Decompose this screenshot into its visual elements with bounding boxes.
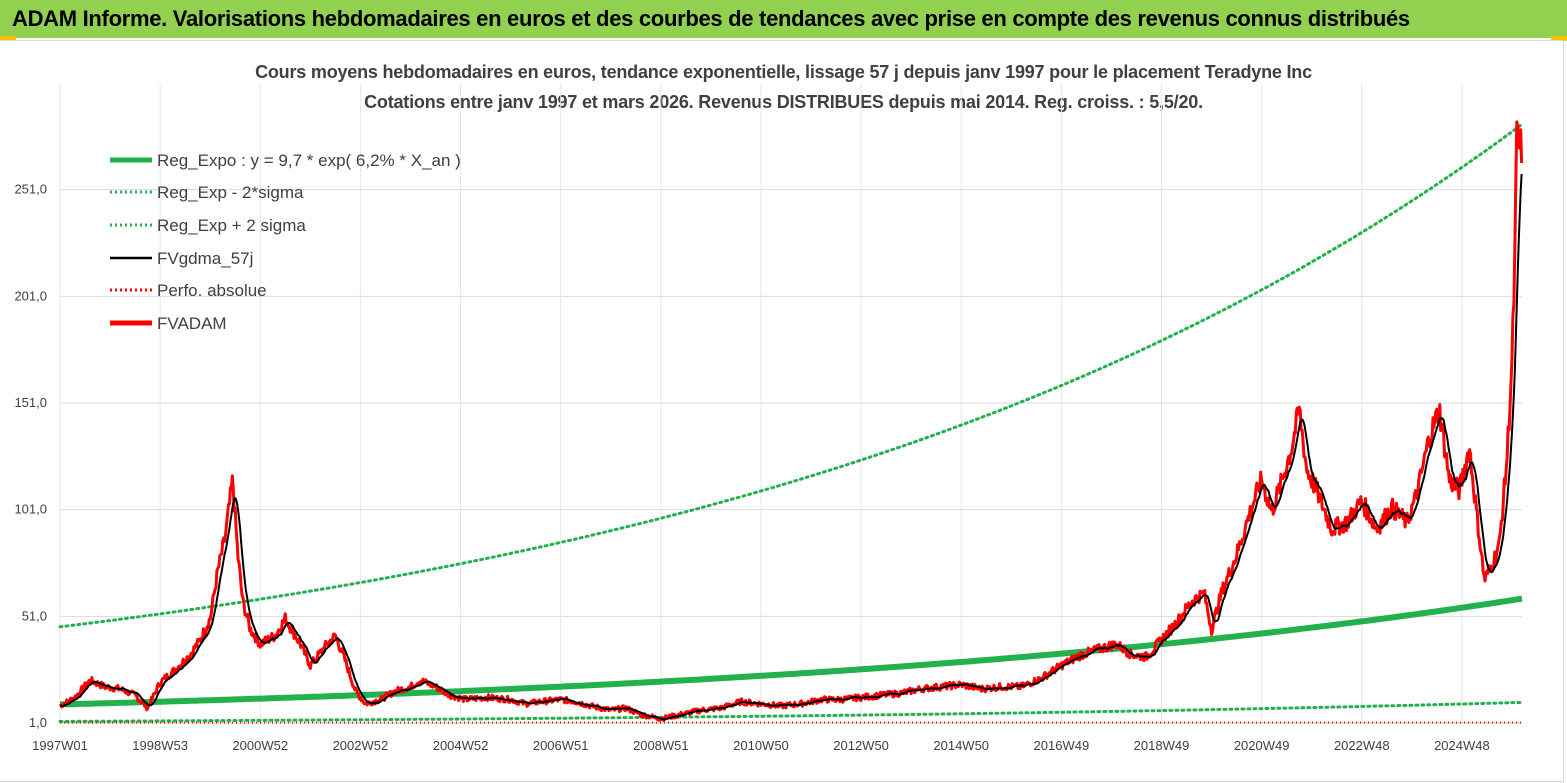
legend-label: Reg_Exp - 2*sigma	[157, 183, 304, 202]
series-reg-expo	[59, 595, 1523, 708]
accent-left	[0, 36, 16, 41]
series-reg-exp-plus-2sigma	[58, 122, 1524, 629]
y-tick-label: 1,0	[29, 715, 47, 730]
x-tick-label: 2024W48	[1434, 738, 1490, 753]
accent-right	[1551, 36, 1567, 41]
x-tick-label: 2022W48	[1334, 738, 1390, 753]
x-tick-label: 2012W50	[833, 738, 889, 753]
x-tick-label: 2008W51	[633, 738, 689, 753]
x-tick-label: 2014W50	[933, 738, 989, 753]
y-tick-label: 201,0	[14, 288, 47, 303]
legend-label: FVADAM	[157, 314, 227, 333]
y-tick-label: 101,0	[14, 502, 47, 517]
x-tick-label: 2000W52	[232, 738, 288, 753]
legend-label: Reg_Exp + 2 sigma	[157, 216, 306, 235]
y-tick-label: 151,0	[14, 395, 47, 410]
x-tick-label: 1997W01	[32, 738, 88, 753]
x-tick-label: 2010W50	[733, 738, 789, 753]
x-tick-label: 2018W49	[1134, 738, 1190, 753]
y-tick-label: 51,0	[22, 608, 47, 623]
x-tick-label: 2016W49	[1034, 738, 1090, 753]
legend-label: Reg_Expo : y = 9,7 * exp( 6,2% * X_an )	[157, 151, 461, 170]
series-fvgdma-57j	[59, 173, 1523, 721]
report-title: ADAM Informe. Valorisations hebdomadaire…	[12, 6, 1410, 31]
x-tick-label: 2020W49	[1234, 738, 1290, 753]
legend-label: Perfo. absolue	[157, 281, 267, 300]
x-tick-label: 2006W51	[533, 738, 589, 753]
x-tick-label: 2004W52	[433, 738, 489, 753]
header-banner: ADAM Informe. Valorisations hebdomadaire…	[0, 0, 1567, 38]
chart-title: Cours moyens hebdomadaires en euros, ten…	[255, 62, 1312, 82]
legend-label: FVgdma_57j	[157, 249, 253, 268]
series-reg-exp-minus-2sigma	[58, 700, 1524, 723]
y-tick-label: 251,0	[14, 182, 47, 197]
x-tick-label: 2002W52	[333, 738, 389, 753]
x-tick-label: 1998W53	[132, 738, 188, 753]
chart-subtitle: Cotations entre janv 1997 et mars 2026. …	[364, 92, 1203, 112]
